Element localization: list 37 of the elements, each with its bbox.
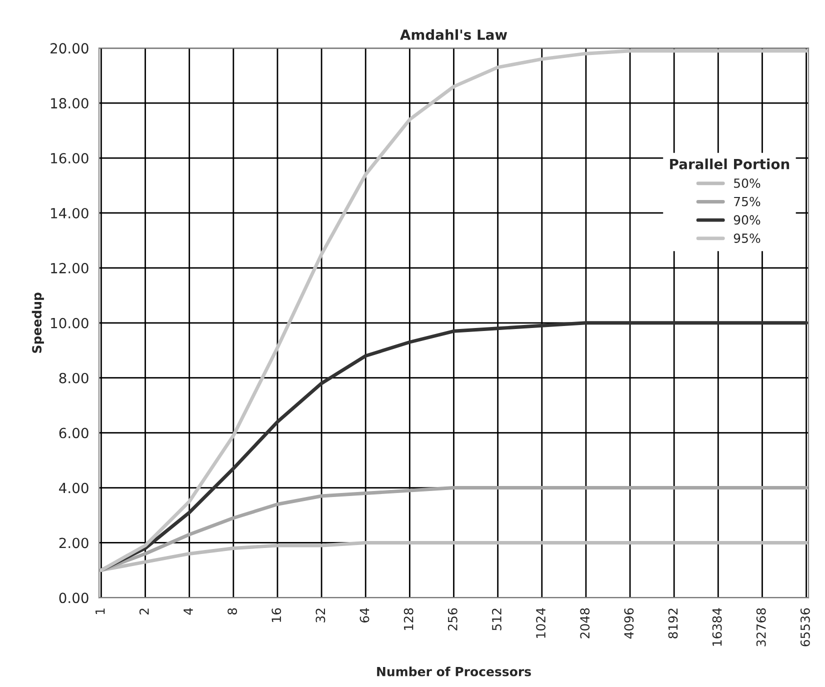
y-tick-label: 4.00 bbox=[59, 482, 88, 494]
y-axis-title: Speedup bbox=[32, 292, 44, 353]
legend-title: Parallel Portion bbox=[670, 158, 790, 170]
x-tick-label: 65536 bbox=[800, 608, 810, 646]
y-tick-label: 14.00 bbox=[51, 208, 88, 218]
legend-label: 50% bbox=[734, 178, 760, 188]
x-tick-label: 16 bbox=[272, 608, 282, 622]
x-tick-label: 4 bbox=[184, 608, 193, 615]
line-series bbox=[99, 321, 808, 572]
x-tick-label: 4096 bbox=[624, 608, 634, 639]
x-tick-label: 16384 bbox=[712, 608, 722, 646]
legend-label: 95% bbox=[734, 234, 760, 243]
legend-label: 90% bbox=[734, 215, 760, 225]
x-tick-label: 32 bbox=[316, 608, 326, 622]
legend-label: 75% bbox=[734, 196, 760, 206]
x-tick-label: 8192 bbox=[668, 608, 678, 638]
y-tick-label: 6.00 bbox=[59, 428, 88, 438]
y-tick-label: 18.00 bbox=[51, 98, 88, 109]
y-tick-label: 10.00 bbox=[51, 318, 88, 328]
x-tick-label: 256 bbox=[448, 608, 458, 630]
x-tick-label: 128 bbox=[404, 608, 414, 630]
x-axis-title: Number of Processors bbox=[377, 666, 531, 676]
x-tick-label: 2 bbox=[139, 608, 149, 614]
x-tick-label: 2048 bbox=[580, 608, 590, 638]
x-tick-label: 64 bbox=[360, 608, 370, 622]
y-tick-label: 8.00 bbox=[59, 372, 88, 384]
y-tick-label: 0.00 bbox=[59, 592, 88, 604]
x-tick-label: 512 bbox=[492, 608, 502, 630]
chart-title: Amdahl's Law bbox=[400, 29, 508, 40]
x-tick-label: 8 bbox=[228, 608, 238, 615]
x-tick-label: 1024 bbox=[536, 608, 546, 638]
y-tick-label: 20.00 bbox=[50, 43, 88, 54]
x-tick-label: 32768 bbox=[756, 608, 766, 646]
x-tick-label: 1 bbox=[96, 608, 105, 614]
y-tick-label: 2.00 bbox=[59, 538, 88, 548]
y-tick-label: 16.00 bbox=[51, 152, 88, 164]
y-tick-label: 12.00 bbox=[51, 262, 88, 274]
